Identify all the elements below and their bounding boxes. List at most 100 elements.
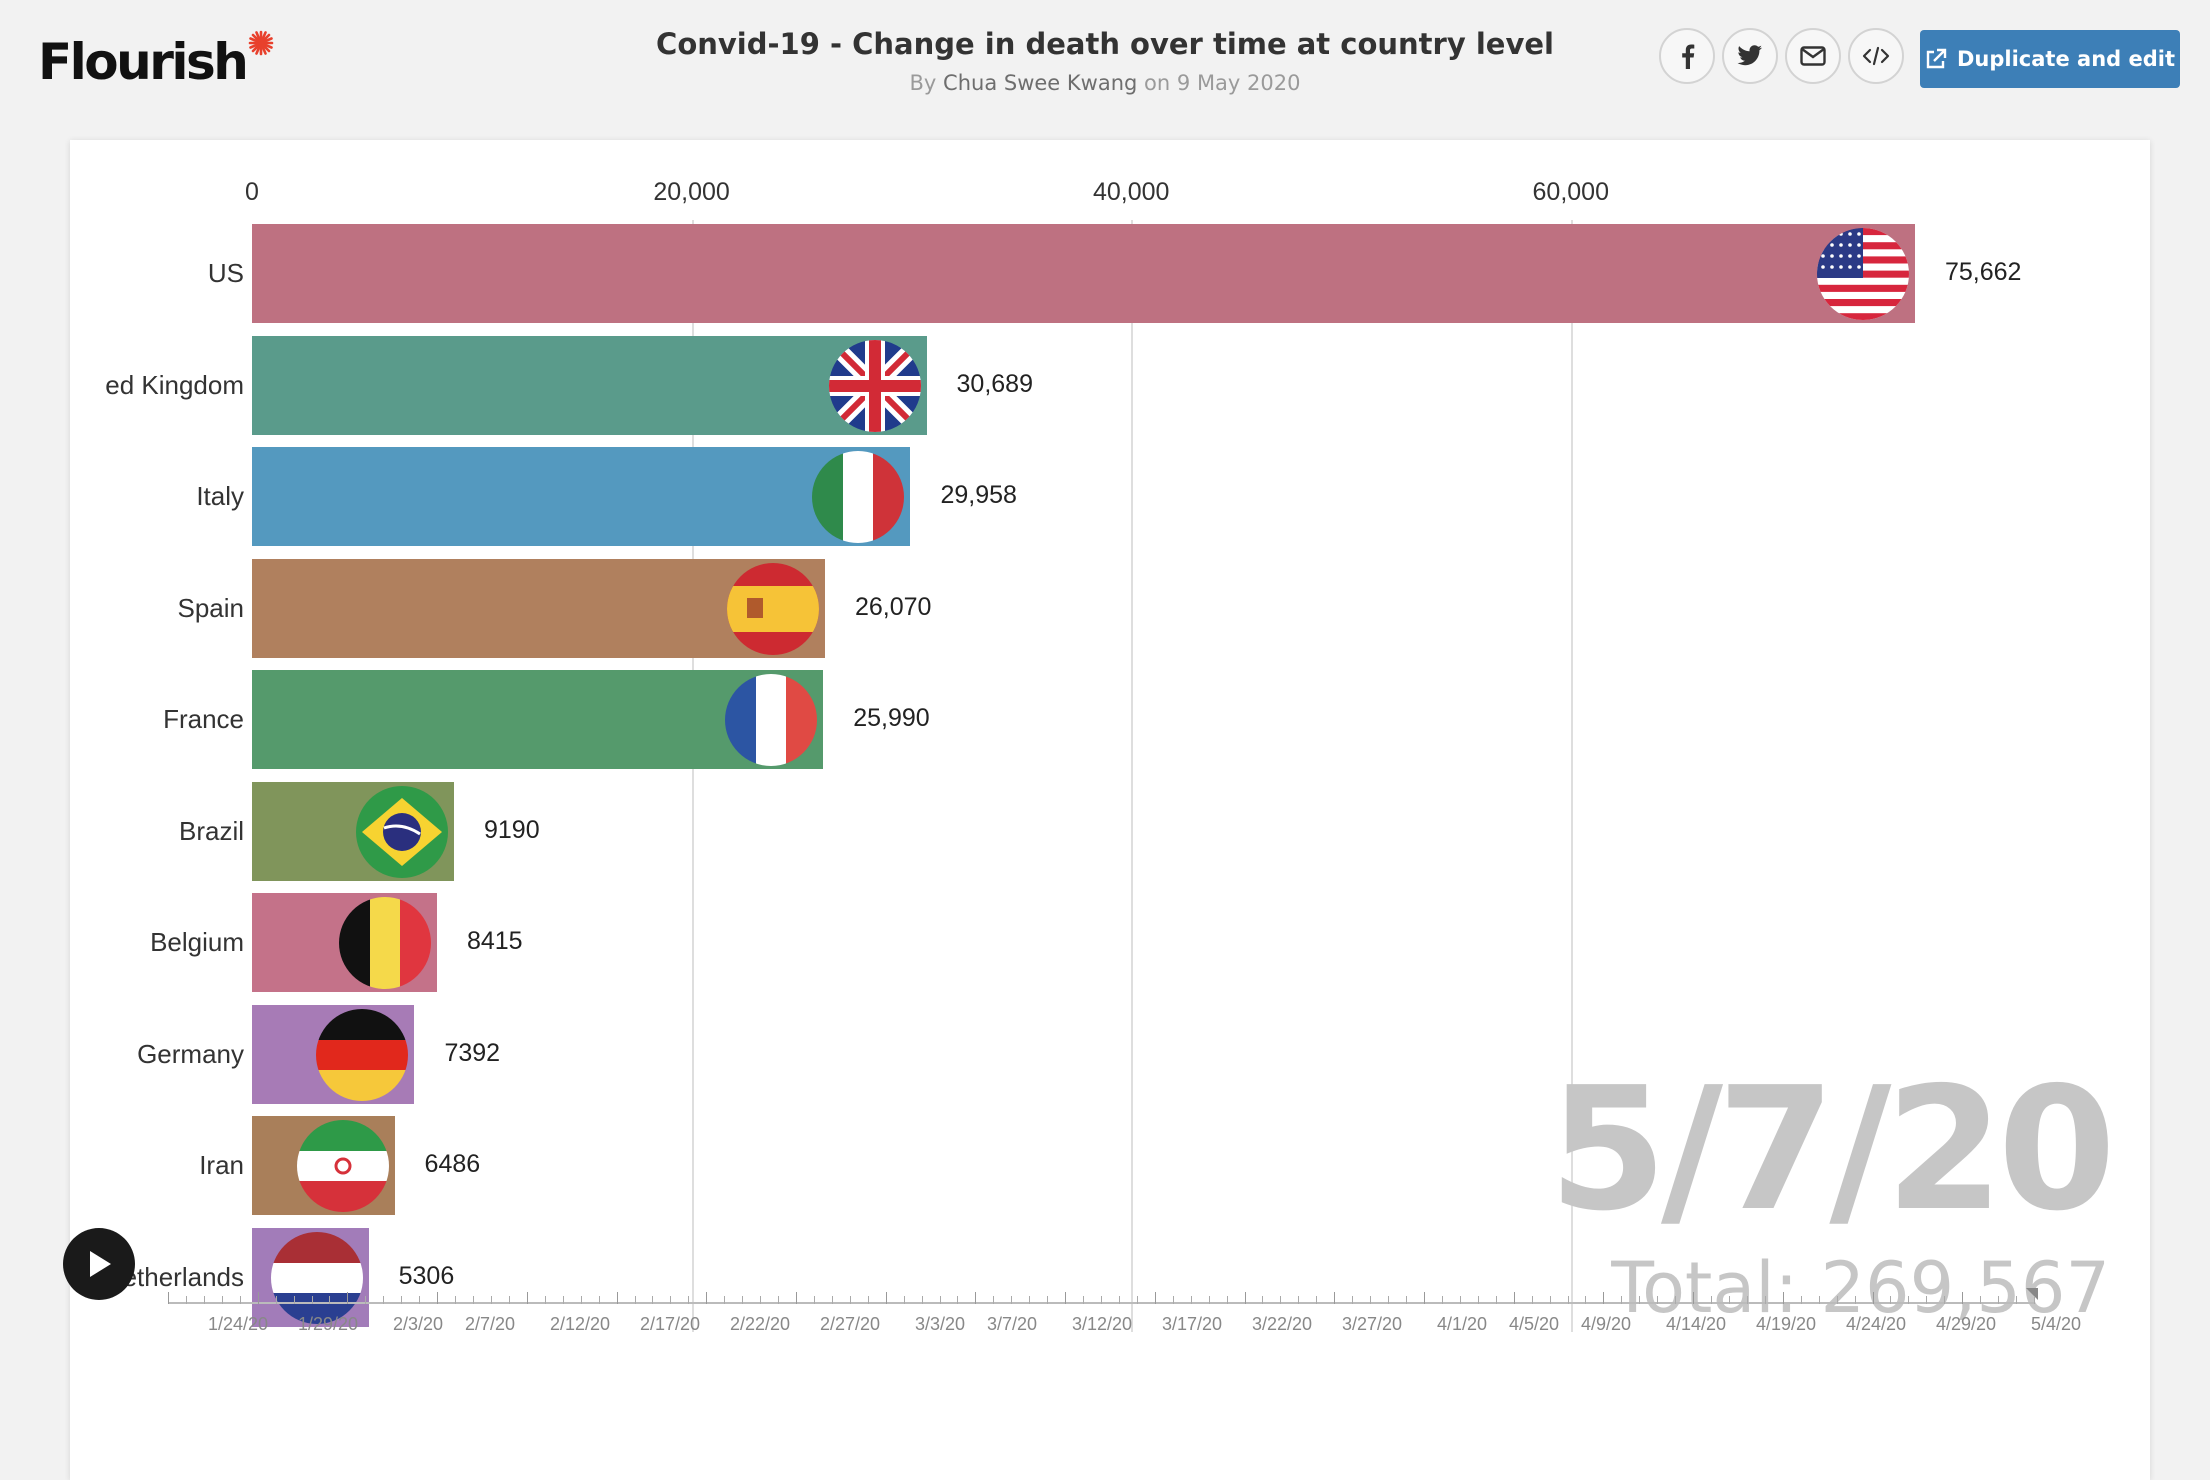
timeline-tick: [1782, 1292, 1784, 1304]
timeline-date-label[interactable]: 2/12/20: [549, 1314, 611, 1334]
facebook-share-button[interactable]: [1659, 28, 1715, 84]
flourish-logo[interactable]: Flourish: [38, 30, 274, 94]
timeline-date-label[interactable]: 2/7/20: [464, 1314, 516, 1334]
timeline-date-label[interactable]: 3/3/20: [914, 1314, 966, 1334]
timeline-date-label[interactable]: 3/27/20: [1341, 1314, 1403, 1334]
timeline-tick: [1136, 1296, 1138, 1304]
timeline-tick: [2016, 1296, 2018, 1304]
timeline-tick: [1926, 1296, 1928, 1304]
timeline-tick: [1244, 1292, 1246, 1304]
timeline-tick: [1836, 1296, 1838, 1304]
timeline-date-label[interactable]: 4/5/20: [1508, 1314, 1560, 1334]
timeline-tick: [1728, 1296, 1730, 1304]
timeline-tick: [616, 1292, 618, 1304]
timeline-tick: [1567, 1296, 1569, 1304]
bar-italy[interactable]: [252, 447, 911, 546]
timeline-date-label[interactable]: 4/29/20: [1935, 1314, 1997, 1334]
bar-uk[interactable]: [252, 335, 927, 435]
timeline-tick: [975, 1292, 977, 1304]
timeline-tick: [921, 1296, 923, 1304]
timeline-tick: [903, 1296, 905, 1304]
play-button[interactable]: [63, 1228, 135, 1300]
byline-prefix: By: [909, 71, 937, 95]
timeline-tick: [544, 1296, 546, 1304]
bar-value-label: 7392: [444, 1038, 501, 1067]
bar-value-label: 8415: [466, 927, 523, 955]
timeline-tick: [473, 1296, 475, 1304]
timeline-tick: [1513, 1292, 1515, 1304]
timeline-handle[interactable]: [2026, 1288, 2038, 1300]
embed-share-button[interactable]: [1848, 28, 1904, 84]
timeline-tick: [1226, 1296, 1228, 1304]
timeline-tick: [508, 1296, 510, 1304]
timeline-date-label[interactable]: 3/22/20: [1251, 1314, 1313, 1334]
timeline-tick: [652, 1296, 654, 1304]
timeline-tick: [1101, 1296, 1102, 1304]
timeline-tick: [760, 1296, 762, 1304]
timeline-slider[interactable]: 1/24/20 1/29/20 2/3/20 2/7/20 2/12/20 2/17/20…: [168, 1236, 2112, 1334]
bar-category-label: US: [207, 258, 244, 288]
timeline-date-label[interactable]: 1/24/20: [207, 1314, 269, 1334]
timeline-tick: [311, 1296, 313, 1304]
bar-us[interactable]: [252, 224, 1915, 323]
timeline-tick: [1047, 1296, 1049, 1304]
bar-value-label: 9190: [483, 815, 540, 844]
page-title: Convid-19 - Change in death over time at…: [656, 27, 1554, 61]
timeline-date-label[interactable]: 4/14/20: [1665, 1314, 1727, 1334]
timeline-tick: [1495, 1296, 1497, 1304]
duplicate-and-edit-button[interactable]: Duplicate and edit: [1920, 30, 2180, 88]
timeline-date-label[interactable]: 1/29/20: [297, 1314, 359, 1334]
timeline-tick: [993, 1296, 995, 1304]
gridline: [691, 220, 694, 1332]
timeline-tick: [939, 1296, 941, 1304]
email-share-button[interactable]: [1785, 28, 1841, 84]
timeline-tick: [1962, 1292, 1964, 1304]
timeline-date-label[interactable]: 3/7/20: [986, 1314, 1038, 1334]
timeline-tick: [1854, 1296, 1856, 1304]
timeline-date-label[interactable]: 3/17/20: [1161, 1314, 1223, 1334]
timeline-tick: [526, 1292, 528, 1304]
timeline-tick: [329, 1296, 331, 1304]
timeline-tick: [257, 1292, 259, 1304]
twitter-icon: [1737, 45, 1762, 66]
timeline-tick: [419, 1296, 421, 1304]
bar-value-label: 26,070: [855, 592, 932, 621]
bar-value-label: 30,689: [956, 369, 1033, 398]
timeline-date-label[interactable]: 4/24/20: [1845, 1314, 1907, 1334]
timeline-date-label[interactable]: 4/19/20: [1755, 1314, 1817, 1334]
timeline-date-label[interactable]: 4/1/20: [1436, 1314, 1488, 1334]
italy-flag-icon: [812, 451, 905, 543]
title-block: Convid-19 - Change in death over time at…: [0, 24, 2210, 100]
timeline-tick: [885, 1292, 887, 1304]
x-tick-label: 20,000: [653, 178, 730, 206]
timeline-tick: [1675, 1296, 1677, 1304]
timeline-tick: [778, 1296, 780, 1304]
email-icon: [1800, 46, 1826, 66]
bar-value-label: 25,990: [853, 704, 930, 732]
timeline-date-label[interactable]: 2/17/20: [639, 1314, 701, 1334]
timeline-tick: [1316, 1296, 1318, 1304]
timeline-tick: [1459, 1296, 1461, 1304]
timeline-date-label[interactable]: 2/22/20: [729, 1314, 791, 1334]
timeline-tick: [1998, 1296, 2000, 1304]
byline-author[interactable]: Chua Swee Kwang: [943, 71, 1138, 95]
timeline-date-label[interactable]: 2/27/20: [819, 1314, 881, 1334]
timeline-date-label[interactable]: 3/12/20: [1071, 1314, 1133, 1334]
timeline-tick: [867, 1296, 869, 1304]
logo-text: Flourish: [38, 33, 249, 91]
timeline-tick: [831, 1296, 833, 1304]
byline-on: on: [1144, 71, 1171, 95]
timeline-date-label[interactable]: 5/4/20: [2030, 1314, 2082, 1334]
chart-card: 0 20,000 40,000 60,000 US 75,662 ed Kingdom 3…: [70, 140, 2150, 1480]
timeline-tick: [383, 1296, 385, 1304]
timeline-tick: [1298, 1296, 1300, 1304]
netherlands-flag-icon: [270, 1231, 363, 1324]
timeline-tick: [1639, 1296, 1641, 1304]
facebook-icon: [1682, 44, 1695, 69]
timeline-date-label[interactable]: 2/3/20: [392, 1314, 444, 1334]
timeline-tick: [1011, 1296, 1013, 1304]
duplicate-label: Duplicate and edit: [1957, 47, 2175, 71]
twitter-share-button[interactable]: [1722, 28, 1778, 84]
x-tick-label: 0: [245, 178, 259, 206]
timeline-date-label[interactable]: 4/9/20: [1580, 1314, 1632, 1334]
